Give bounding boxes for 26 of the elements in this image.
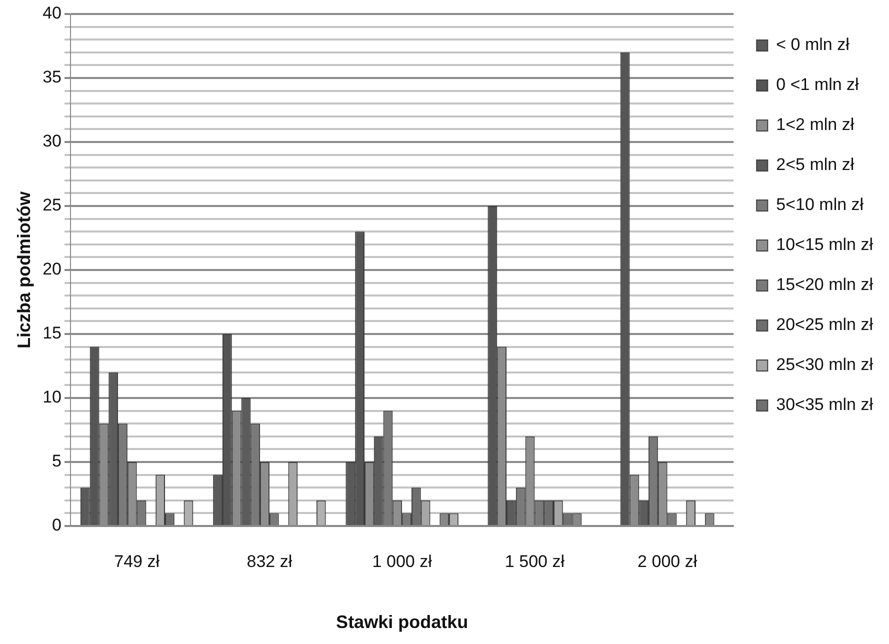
x-tick-label: 2 000 zł (638, 552, 698, 571)
y-tick-label: 30 (42, 132, 62, 151)
legend-label: 1<2 mln zł (776, 115, 854, 134)
y-axis-title: Liczba podmiotów (14, 190, 34, 348)
y-tick-label: 40 (42, 4, 62, 23)
legend-label: 0 <1 mln zł (776, 75, 860, 94)
legend-label: 5<10 mln zł (776, 195, 864, 214)
y-tick-label: 0 (52, 516, 62, 535)
y-tick-label: 20 (42, 260, 62, 279)
x-tick-label: 1 000 zł (372, 552, 432, 571)
y-tick-label: 35 (42, 68, 62, 87)
x-tick-label: 1 500 zł (504, 552, 565, 571)
x-axis-title: Stawki podatku (336, 612, 468, 632)
y-tick-label: 5 (52, 452, 62, 471)
x-tick-label: 749 zł (114, 552, 160, 571)
x-tick-label: 832 zł (246, 552, 292, 571)
y-tick-label: 15 (42, 324, 62, 343)
legend-label: 15<20 mln zł (776, 275, 874, 294)
y-tick-label: 10 (42, 388, 62, 407)
legend-label: 30<35 mln zł (776, 395, 874, 414)
y-tick-label: 25 (42, 196, 62, 215)
legend-label: < 0 mln zł (776, 35, 850, 54)
legend-label: 25<30 mln zł (776, 355, 874, 374)
legend-label: 10<15 mln zł (776, 235, 874, 254)
legend-label: 2<5 mln zł (776, 155, 854, 174)
legend-label: 20<25 mln zł (776, 315, 874, 334)
